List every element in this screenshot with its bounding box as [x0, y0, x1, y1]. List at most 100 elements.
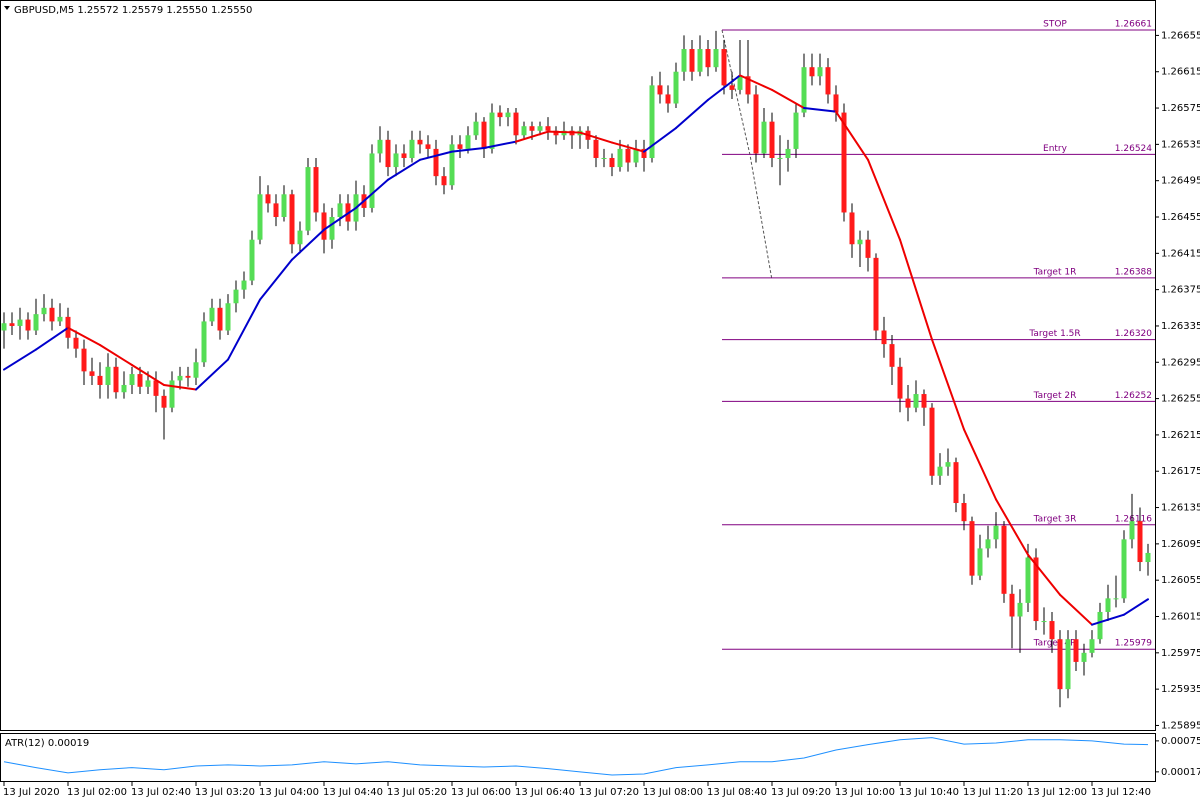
candle-body — [1113, 598, 1119, 600]
y-tick-label: 1.26015 — [1161, 612, 1200, 623]
candle-body — [281, 194, 287, 218]
candle-body — [1001, 525, 1007, 594]
candle-body — [945, 462, 951, 467]
candle-body — [273, 203, 279, 218]
candle-body — [433, 148, 439, 177]
candle-body — [1089, 639, 1095, 653]
candle-body — [801, 67, 807, 113]
ma-segment — [163, 383, 197, 391]
y-tick-label: 1.26575 — [1161, 103, 1200, 114]
ma-segment — [291, 228, 325, 261]
ma-segment — [227, 298, 261, 361]
candle-body — [993, 525, 999, 540]
candle-body — [25, 319, 31, 331]
x-tick-label: 13 Jul 03:20 — [195, 787, 255, 798]
candle-body — [649, 85, 655, 158]
x-tick-label: 13 Jul 05:20 — [387, 787, 447, 798]
candle-body — [969, 521, 975, 576]
candle-body — [481, 121, 487, 149]
candle-body — [593, 139, 599, 158]
ma-segment — [931, 338, 965, 431]
candle-body — [617, 148, 623, 168]
main-pane — [0, 0, 1156, 731]
candle-body — [489, 112, 495, 149]
ma-segment — [675, 98, 709, 130]
candle-body — [105, 366, 111, 385]
candle-body — [289, 194, 295, 245]
candle-body — [41, 307, 47, 315]
x-tick-label: 13 Jul 2020 — [3, 787, 60, 798]
x-tick-label: 13 Jul 08:00 — [643, 787, 703, 798]
x-tick-label: 13 Jul 07:20 — [579, 787, 639, 798]
candle-body — [609, 157, 615, 168]
candle-body — [905, 398, 911, 408]
candle-body — [169, 380, 175, 408]
ma-segment — [835, 110, 869, 161]
symbol-arrow — [4, 6, 10, 10]
candle-body — [841, 112, 847, 213]
candle-body — [937, 466, 943, 476]
x-tick-label: 13 Jul 12:00 — [1027, 787, 1087, 798]
candle-body — [705, 49, 711, 68]
candle-body — [953, 462, 959, 504]
candle-body — [793, 112, 799, 149]
ma-segment — [771, 88, 805, 110]
ma-segment — [515, 130, 549, 143]
ma-segment — [867, 158, 901, 241]
candle-body — [457, 144, 463, 149]
candle-body — [777, 157, 783, 159]
candle-body — [185, 375, 191, 378]
candle-body — [57, 316, 63, 322]
ma-segment — [963, 428, 997, 501]
candle-body — [809, 67, 815, 77]
candle-body — [1057, 639, 1063, 690]
ma-segment — [1091, 613, 1125, 626]
candle-body — [529, 126, 535, 131]
candle-body — [1073, 639, 1079, 662]
level-price: 1.26388 — [1115, 267, 1152, 277]
candle-body — [241, 280, 247, 290]
candle-body — [977, 548, 983, 576]
candle-body — [49, 307, 55, 322]
candle-body — [201, 321, 207, 363]
candle-body — [961, 503, 967, 522]
y-tick-label: 1.26655 — [1161, 30, 1200, 41]
candle-body — [857, 239, 863, 245]
candle-body — [881, 330, 887, 345]
candle-body — [889, 344, 895, 367]
candle-body — [753, 94, 759, 154]
candle-body — [545, 126, 551, 131]
y-tick-label: 1.26135 — [1161, 503, 1200, 514]
x-tick-label: 13 Jul 06:40 — [515, 787, 575, 798]
ma-segment — [739, 74, 773, 91]
ma-segment — [1059, 593, 1093, 626]
candle-body — [553, 130, 559, 136]
candle-body — [385, 139, 391, 168]
y-tick-label: 1.26095 — [1161, 539, 1200, 550]
candle-body — [329, 217, 335, 240]
level-price: 1.26252 — [1115, 391, 1152, 401]
candle-body — [401, 153, 407, 158]
candle-body — [337, 203, 343, 218]
candle-body — [177, 375, 183, 381]
ma-segment — [451, 146, 485, 153]
candle-body — [601, 157, 607, 159]
candle-body — [657, 85, 663, 95]
level-name: STOP — [1043, 19, 1067, 29]
candle-body — [33, 314, 39, 331]
candle-body — [833, 94, 839, 113]
x-tick-label: 13 Jul 02:40 — [131, 787, 191, 798]
candle-body — [473, 121, 479, 136]
x-tick-label: 13 Jul 12:40 — [1091, 787, 1151, 798]
candle-body — [673, 71, 679, 104]
candle-body — [785, 148, 791, 158]
candle-body — [1009, 593, 1015, 617]
candle-body — [81, 348, 87, 372]
candle-body — [761, 121, 767, 154]
candle-body — [1065, 639, 1071, 690]
x-tick-label: 13 Jul 10:40 — [899, 787, 959, 798]
candle-body — [681, 49, 687, 72]
candle-body — [145, 380, 151, 387]
candle-body — [441, 176, 447, 186]
